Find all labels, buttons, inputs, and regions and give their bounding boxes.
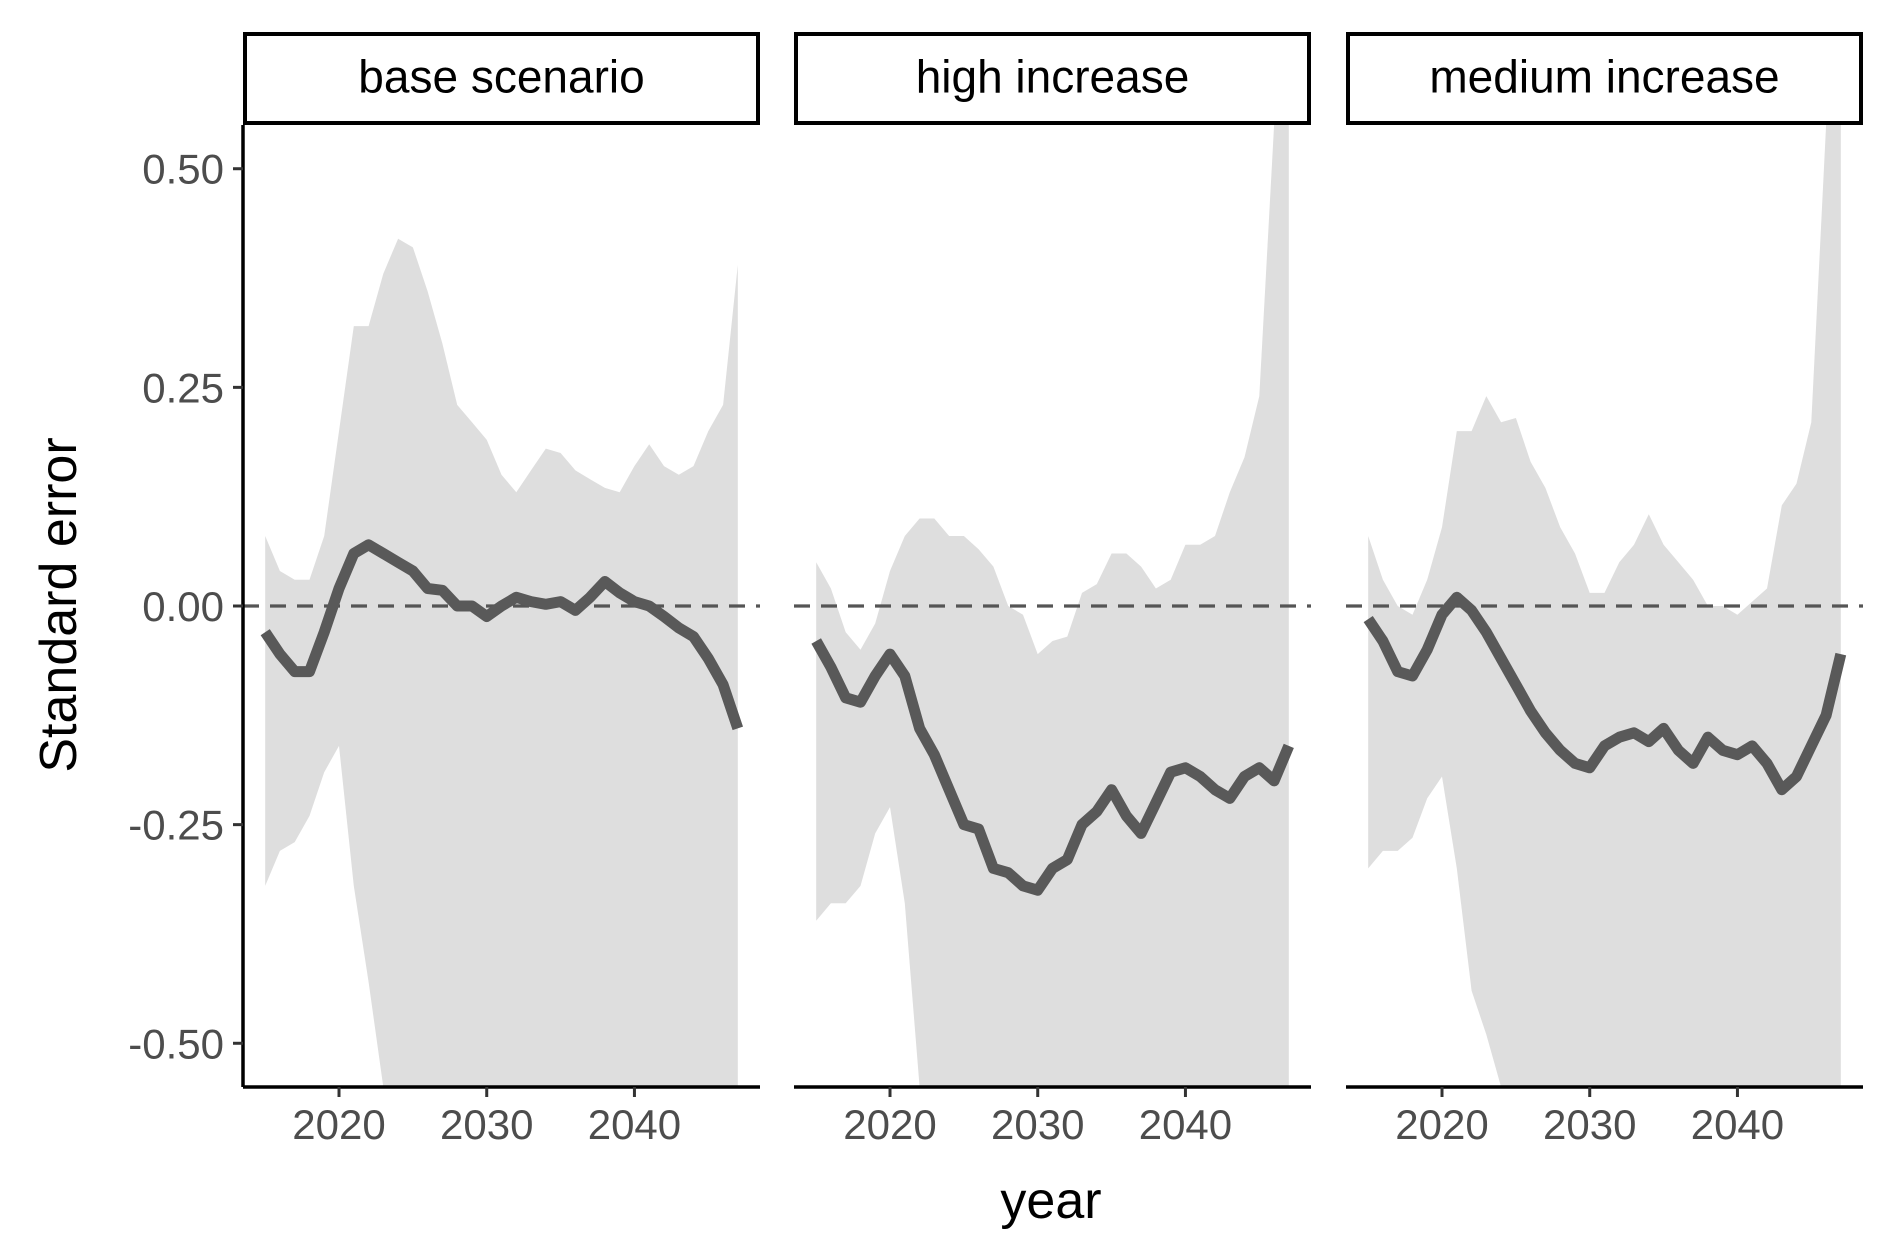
facet-strip-box [794,32,1311,125]
x-tick-label: 2020 [1395,1101,1488,1148]
x-tick-label: 2020 [292,1101,385,1148]
facet-strip-box [243,32,760,125]
x-tick-label: 2040 [1139,1101,1232,1148]
facet-panel [243,238,760,1087]
x-axis: 2020 2030 2040 [1346,1085,1863,1148]
facet-strip-label: medium increase [1429,51,1779,103]
x-axes: 2020 2030 2040 2020 2030 2040 2020 2030 2040 [243,1085,1863,1148]
facet-strip: medium increase [1346,32,1863,125]
x-axis: 2020 2030 2040 [243,1085,760,1148]
y-axis-title: Standard error [30,437,88,772]
y-tick-label: 0.25 [142,364,224,411]
x-tick-label: 2030 [1543,1101,1636,1148]
x-tick-label: 2040 [588,1101,681,1148]
y-tick-label: -0.25 [128,802,224,849]
facet-strips: base scenario high increase medium increas… [243,32,1863,125]
facet-strip: base scenario [243,32,760,125]
mean-line [260,539,744,731]
confidence-ribbon [265,238,738,1087]
y-tick-label: -0.50 [128,1020,224,1067]
mean-line [811,638,1294,896]
confidence-ribbon [816,125,1289,1087]
facet-strip-box [1346,32,1863,125]
x-tick-label: 2020 [843,1101,936,1148]
y-tick-label: 0.00 [142,583,224,630]
facet-strip-label: high increase [916,51,1190,103]
facet-strip: high increase [794,32,1311,125]
y-axis: 0.50 0.25 0.00 -0.25 -0.50 [128,125,245,1087]
y-tick-label: 0.50 [142,146,224,193]
x-axis-title: year [1000,1172,1101,1230]
facet-panel [794,125,1311,1087]
mean-line [1363,591,1847,796]
x-tick-label: 2030 [991,1101,1084,1148]
x-axis: 2020 2030 2040 [794,1085,1311,1148]
x-tick-label: 2040 [1691,1101,1784,1148]
facet-strip-label: base scenario [358,51,644,103]
facet-panels [243,125,1863,1087]
x-tick-label: 2030 [440,1101,533,1148]
facet-panel [1346,125,1863,1087]
